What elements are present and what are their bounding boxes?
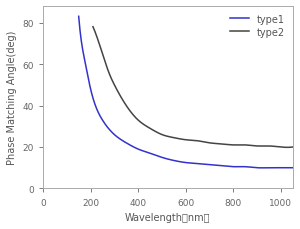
type2 <box>187 139 191 142</box>
type1 <box>291 167 294 169</box>
type2 <box>255 145 258 148</box>
type2 <box>199 140 203 143</box>
type2 <box>286 146 290 149</box>
type2 <box>210 142 214 145</box>
X-axis label: Wavelength（nm）: Wavelength（nm） <box>125 212 211 222</box>
type1 <box>260 167 263 169</box>
type1 <box>252 166 256 169</box>
type1 <box>178 161 182 164</box>
Legend: type1, type2: type1, type2 <box>226 12 288 40</box>
type2 <box>286 146 289 149</box>
type2 <box>291 146 294 149</box>
type1 <box>180 161 183 164</box>
type2 <box>186 139 190 142</box>
type1 <box>204 163 208 166</box>
Line: type2: type2 <box>93 27 292 148</box>
Y-axis label: Phase Matching Angle(deg): Phase Matching Angle(deg) <box>7 31 17 165</box>
type1 <box>77 16 80 19</box>
type1 <box>286 167 290 169</box>
type1 <box>193 162 196 165</box>
Line: type1: type1 <box>79 17 292 168</box>
type2 <box>91 26 95 29</box>
